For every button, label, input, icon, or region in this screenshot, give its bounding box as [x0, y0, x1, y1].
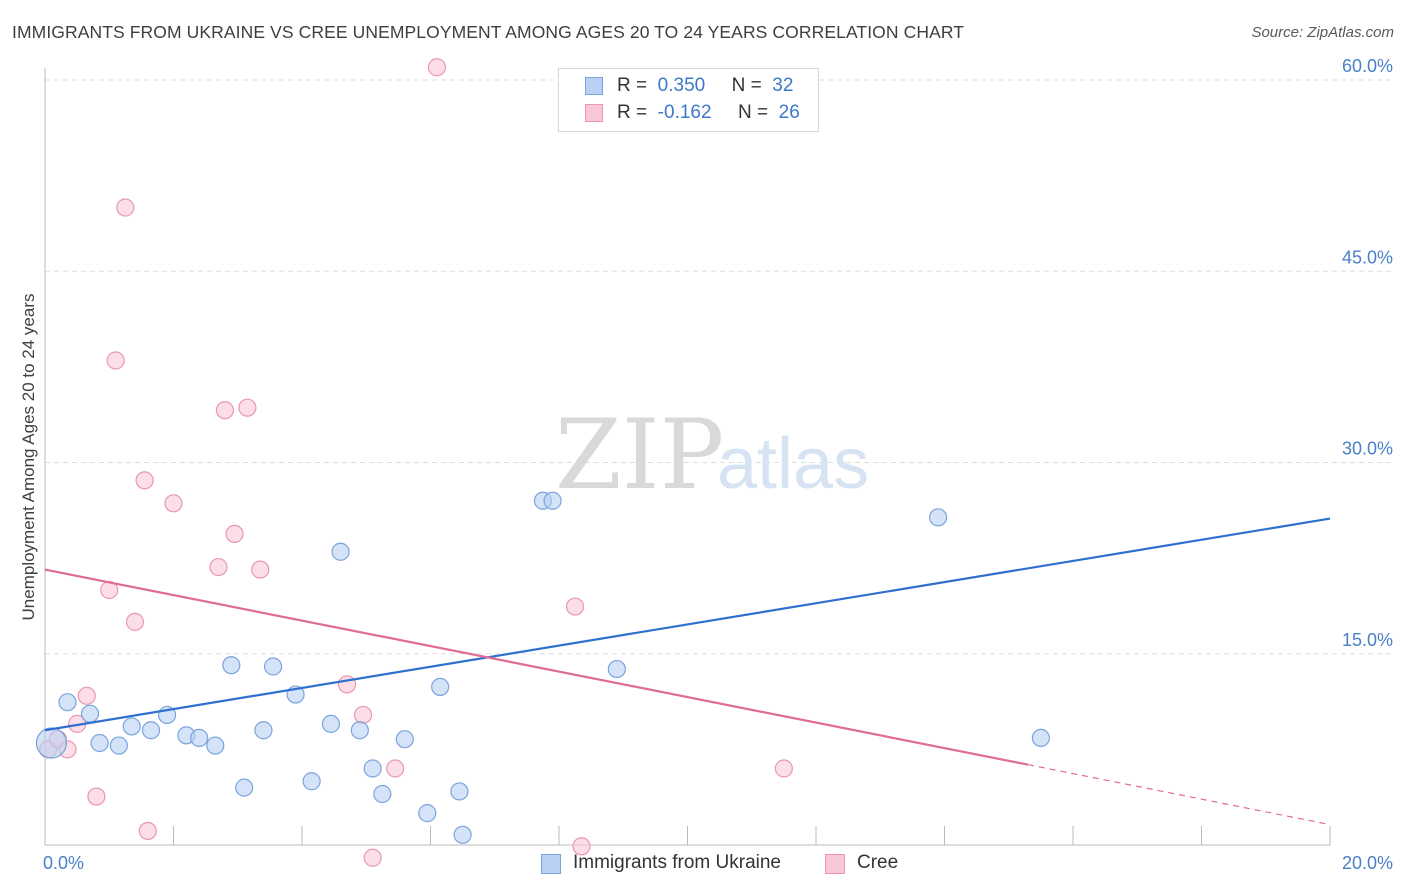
legend-text-ukraine: R = 0.350 N = 32 [617, 75, 793, 97]
gridlines [45, 79, 1395, 655]
cree-point [251, 560, 270, 579]
cree-point [572, 837, 591, 856]
ukraine-point [1031, 728, 1050, 748]
ukraine-point [543, 491, 562, 510]
ukraine-point [395, 730, 414, 749]
y-tick-label: 60.0% [1342, 56, 1393, 76]
y-tick-label: 30.0% [1342, 439, 1393, 459]
ukraine-point [350, 721, 369, 740]
legend-swatch-ukraine [585, 77, 603, 95]
cree-point [209, 557, 228, 577]
ukraine-point [418, 804, 437, 823]
ukraine-point [80, 704, 100, 723]
legend-label-ukraine: Immigrants from Ukraine [573, 852, 781, 873]
source-label: Source: ZipAtlas.com [1251, 24, 1394, 41]
ukraine-point [58, 693, 77, 712]
ukraine-point [331, 542, 350, 561]
n-value-ukraine: 32 [772, 75, 794, 96]
cree-point [77, 686, 96, 705]
ukraine-point [190, 728, 209, 748]
n-label: N = [737, 102, 769, 123]
trend-lines [44, 517, 1331, 826]
cree-point [363, 848, 382, 867]
ukraine-trend-line [44, 517, 1331, 732]
ukraine-point [90, 733, 109, 753]
ukraine-point [254, 721, 273, 740]
cree-point [386, 759, 405, 778]
ukraine-point [109, 736, 128, 755]
ukraine-point [928, 508, 948, 527]
x-tick-label: 0.0% [43, 853, 84, 873]
legend-label-cree: Cree [857, 852, 899, 873]
cree-trend-extension [1027, 764, 1331, 826]
ukraine-point [206, 736, 225, 755]
cree-point [225, 524, 244, 544]
watermark-zip: ZIP [555, 399, 724, 511]
ukraine-point [607, 659, 626, 679]
n-value-cree: 26 [778, 102, 800, 123]
ukraine-point [453, 825, 472, 844]
ukraine-point [141, 721, 161, 740]
legend-swatch-ukraine [541, 854, 561, 874]
ukraine-point [373, 784, 392, 804]
cree-trend-line [44, 568, 1029, 766]
r-value-cree: -0.162 [657, 102, 712, 123]
cree-point [164, 494, 183, 513]
cree-point [238, 398, 257, 417]
ukraine-point [263, 657, 283, 676]
watermark-atlas: atlas [717, 424, 869, 504]
ukraine-point [363, 759, 382, 778]
x-tick-label: 20.0% [1342, 853, 1393, 873]
y-tick-label: 15.0% [1342, 630, 1393, 650]
cree-point [106, 351, 125, 370]
ukraine-point [122, 717, 141, 736]
cree-point [135, 471, 154, 490]
r-value-ukraine: 0.350 [657, 75, 706, 96]
y-tick-label: 45.0% [1342, 247, 1393, 267]
cree-point [427, 58, 447, 77]
cree-point [215, 401, 234, 420]
legend-text-cree: R = -0.162 N = 26 [617, 102, 800, 124]
cree-point [138, 821, 157, 841]
r-label: R = [617, 75, 648, 96]
cree-point [353, 705, 373, 725]
ukraine-point [302, 772, 321, 791]
cree-point [774, 759, 793, 778]
ukraine-point [235, 778, 254, 797]
stats-legend: R = 0.350 N = 32 R = -0.162 N = 26 [558, 68, 819, 132]
ukraine-point [450, 782, 469, 801]
ukraine-point [431, 677, 450, 697]
cree-point [125, 612, 145, 631]
data-points [35, 58, 1050, 867]
r-label: R = [617, 102, 648, 123]
ukraine-point [222, 656, 241, 675]
tick-labels: 15.0% 30.0% 45.0% 60.0% 0.0% 20.0% [43, 56, 1393, 873]
cree-point [565, 597, 585, 616]
axes [44, 68, 1331, 846]
legend-swatch-cree [585, 104, 603, 122]
watermark: ZIP atlas [555, 399, 869, 511]
cree-point [87, 787, 106, 806]
cree-point [337, 675, 357, 694]
cree-point [116, 198, 135, 217]
ukraine-point [35, 727, 68, 759]
legend-swatch-cree [825, 854, 845, 874]
n-label: N = [731, 75, 762, 96]
ukraine-point [321, 714, 341, 733]
chart-title: IMMIGRANTS FROM UKRAINE VS CREE UNEMPLOY… [12, 22, 965, 42]
